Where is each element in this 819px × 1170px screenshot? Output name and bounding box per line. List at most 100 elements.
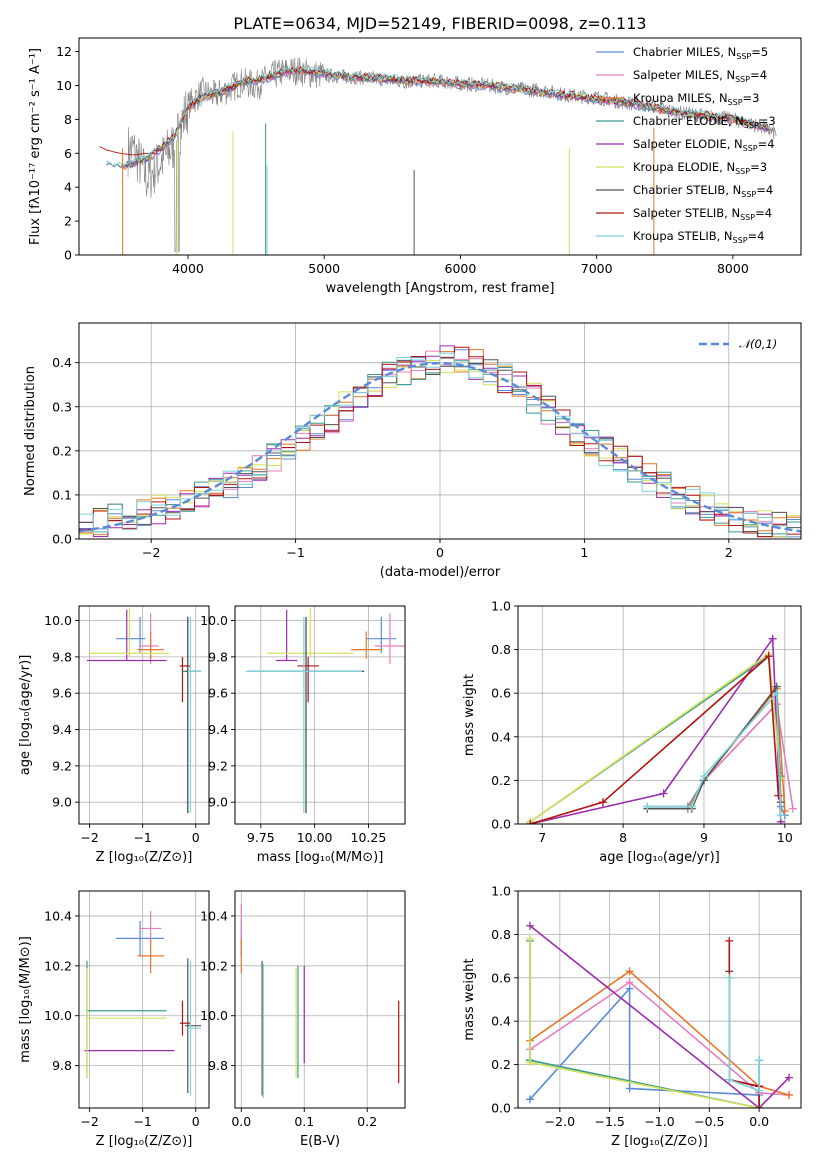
marker-salpeter-miles — [625, 978, 634, 987]
y-tick-label: 0 — [64, 248, 72, 263]
legend-label-salpeter-elodie-n: Salpeter ELODIE, NSSP=4 — [633, 137, 775, 153]
y-tick-label: 2 — [64, 214, 72, 229]
line-chabrier-miles — [529, 986, 760, 1100]
y-tick-label: 0.4 — [491, 729, 511, 744]
marker-kroupa-miles — [785, 1090, 794, 1099]
histogram-kroupa-stelib — [79, 352, 801, 538]
legend-text: Kroupa ELODIE, N — [633, 160, 735, 174]
axes-frame — [78, 37, 802, 256]
plot-area — [79, 345, 801, 538]
marker-salpeter-elodie — [525, 921, 534, 930]
x-tick-label: 6000 — [445, 261, 477, 276]
legend-suffix: =4 — [758, 137, 775, 151]
figure-title: PLATE=0634, MJD=52149, FIBERID=0098, z=0… — [233, 14, 646, 33]
chart-mass-vs-Z: −2 −1 0 9.8 10.0 10.2 10.4 Z [log₁₀(Z/Z⊙)] mass … — [18, 890, 210, 1149]
marker-kroupa-miles — [780, 806, 789, 815]
y-tick-label: 9.8 — [52, 1058, 72, 1073]
chart-mass-weight-vs-age: 7 8 9 10 0.0 0.2 0.4 0.6 0.8 1.0 age [log₁₀(age/yr… — [462, 599, 802, 865]
marker-kroupa-miles — [625, 967, 634, 976]
legend-suffix: =5 — [751, 45, 768, 59]
y-tick-label: 9.4 — [52, 722, 72, 737]
marker-kroupa-elodie — [525, 934, 534, 943]
marker-salpeter-stelib — [526, 820, 535, 824]
legend-text: Salpeter MILES, N — [633, 68, 735, 82]
y-tick-label: 10.0 — [200, 1008, 228, 1023]
y-tick-label: 0.0 — [52, 532, 72, 547]
y-tick-label: 10.0 — [44, 1008, 72, 1023]
axes-frame — [517, 605, 802, 825]
line-salpeter-elodie — [529, 925, 790, 1108]
x-tick-label: 9 — [700, 830, 708, 845]
legend-sub: SSP — [735, 75, 750, 84]
x-tick-label: 0.1 — [294, 1114, 314, 1129]
legend-text: Kroupa MILES, N — [633, 91, 728, 105]
x-tick-label: 10 — [777, 830, 793, 845]
marker-kroupa-stelib — [725, 973, 734, 982]
marker-salpeter-stelib — [764, 652, 773, 661]
legend-text: Chabrier MILES, N — [633, 45, 736, 59]
y-tick-label: 1.0 — [491, 599, 511, 614]
chart-residuals: −2 −1 0 1 2 0.0 0.1 0.2 0.3 0.4 (data-model)/error… — [23, 322, 802, 580]
y-tick-label: 9.4 — [208, 722, 228, 737]
legend-suffix: =4 — [756, 183, 773, 197]
marker-salpeter-miles — [788, 804, 797, 813]
y-tick-label: 10 — [56, 78, 72, 93]
legend-label-chabrier-stelib-n: Chabrier STELIB, NSSP=4 — [633, 183, 773, 199]
x-tick-label: 0.0 — [749, 1114, 769, 1129]
legend-text: Salpeter STELIB, N — [633, 206, 740, 220]
legend: 𝒩(0,1) — [699, 337, 777, 351]
marker-kroupa-elodie — [525, 1058, 534, 1067]
legend-suffix: =3 — [743, 91, 760, 105]
y-tick-label: 0.2 — [52, 443, 72, 458]
legend-sub: SSP — [733, 236, 748, 245]
legend-text: Kroupa STELIB, N — [633, 229, 733, 243]
y-tick-label: 9.2 — [52, 758, 72, 773]
y-tick-label: 0.8 — [491, 642, 511, 657]
y-tick-label: 9.8 — [208, 1058, 228, 1073]
x-tick-label: 5000 — [308, 261, 340, 276]
legend-sub: SSP — [735, 167, 750, 176]
x-tick-label: −2 — [80, 830, 98, 845]
legend-label-salpeter-stelib-n: Salpeter STELIB, NSSP=4 — [633, 206, 772, 222]
gaussian-curve — [79, 361, 801, 533]
legend-label-gaussian: 𝒩(0,1) — [739, 337, 777, 351]
legend-sub: SSP — [743, 144, 758, 153]
marker-salpeter-stelib — [725, 936, 734, 945]
plot-area — [245, 607, 405, 814]
x-tick-label: −1 — [286, 545, 304, 560]
legend-sub: SSP — [728, 98, 743, 107]
x-axis-label: (data-model)/error — [380, 565, 501, 580]
marker-kroupa-stelib — [643, 802, 652, 811]
y-tick-label: 0.2 — [491, 1057, 511, 1072]
line-kroupa-elodie — [529, 938, 760, 1108]
legend-suffix: =3 — [750, 160, 767, 174]
plot-area — [525, 921, 794, 1108]
legend-suffix: =3 — [759, 114, 776, 128]
x-tick-label: 10.00 — [297, 830, 333, 845]
x-axis-label: mass [log₁₀(M/M⊙)] — [257, 850, 384, 865]
y-tick-label: 0.6 — [491, 970, 511, 985]
legend-suffix: =4 — [755, 206, 772, 220]
plot-area — [84, 910, 202, 1096]
y-tick-label: 12 — [56, 44, 72, 59]
legend-label-kroupa-miles-n: Kroupa MILES, NSSP=3 — [633, 91, 759, 107]
legend-label-chabrier-elodie-n: Chabrier ELODIE, NSSP=3 — [633, 114, 776, 130]
y-tick-label: 9.6 — [208, 686, 228, 701]
x-tick-label: 0 — [436, 545, 444, 560]
y-tick-label: 0.4 — [52, 355, 72, 370]
line-chabrier-elodie — [529, 940, 760, 1108]
axes-frame — [234, 605, 406, 825]
x-tick-label: 9.75 — [247, 830, 275, 845]
x-tick-label: −1 — [133, 830, 151, 845]
chart-age-vs-mass: 9.75 10.00 10.25 9.0 9.2 9.4 9.6 9.8 10.0 mass [l… — [200, 605, 406, 865]
y-tick-label: 0.3 — [52, 399, 72, 414]
legend-text: Chabrier ELODIE, N — [633, 114, 744, 128]
x-tick-label: 8 — [619, 830, 627, 845]
y-axis-label: Normed distribution — [23, 366, 38, 496]
y-tick-label: 9.8 — [208, 649, 228, 664]
legend-text: Salpeter ELODIE, N — [633, 137, 743, 151]
axes-frame — [517, 890, 802, 1109]
legend-suffix: =4 — [750, 68, 767, 82]
legend-sub: SSP — [744, 121, 759, 130]
legend-label-kroupa-elodie-n: Kroupa ELODIE, NSSP=3 — [633, 160, 767, 176]
